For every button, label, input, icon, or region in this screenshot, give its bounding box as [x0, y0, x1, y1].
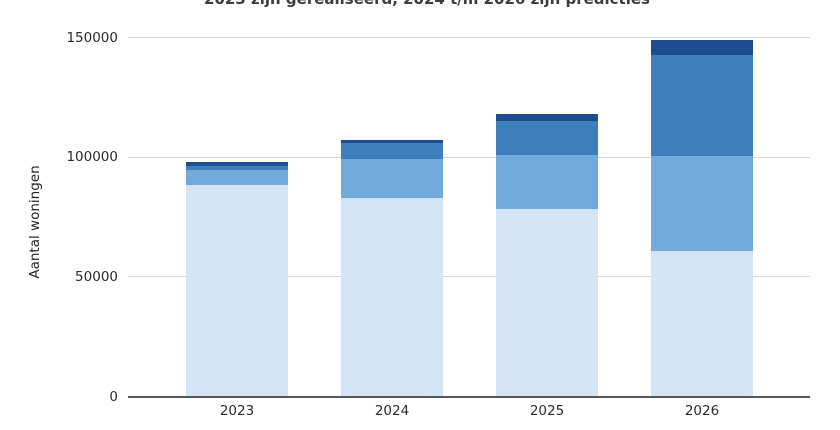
bar-2026-light-blue-segment: [651, 251, 753, 396]
bar-2026-navy-segment: [651, 39, 753, 55]
x-axis-line: [128, 396, 810, 398]
x-tick-label-2024: 2024: [374, 403, 410, 419]
bar-2025-dark-blue-segment: [496, 121, 598, 155]
bar-2023-medium-blue-segment: [186, 169, 288, 185]
bar-2025-medium-blue-segment: [496, 154, 598, 209]
bar-2026-dark-blue-segment: [651, 54, 753, 156]
chart-title: 2023 zijn gerealiseerd, 2024 t/m 2026 zi…: [204, 0, 650, 8]
x-tick-label-2023: 2023: [219, 403, 255, 419]
bar-2023-dark-blue-segment: [186, 165, 288, 170]
bar-2024-dark-blue-segment: [341, 142, 443, 159]
bar-2024-light-blue-segment: [341, 197, 443, 396]
x-tick-label-2026: 2026: [684, 403, 720, 419]
bar-2026-medium-blue-segment: [651, 155, 753, 252]
gridline-50000: [128, 276, 810, 277]
gridline-100000: [128, 156, 810, 158]
y-tick-label-0: 0: [109, 389, 118, 405]
bar-2023-light-blue-segment: [186, 184, 288, 396]
bar-2025-light-blue-segment: [496, 208, 598, 396]
bar-2024-navy-segment: [341, 139, 443, 143]
y-tick-label-50000: 50000: [75, 268, 118, 285]
gridline-150000: [128, 37, 810, 38]
bar-2025-navy-segment: [496, 114, 598, 122]
y-tick-label-150000: 150000: [66, 29, 118, 46]
y-tick-label-100000: 100000: [66, 149, 118, 165]
bar-2024-medium-blue-segment: [341, 158, 443, 198]
x-tick-label-2025: 2025: [529, 403, 565, 419]
bar-2023-navy-segment: [186, 161, 288, 166]
y-axis-title: Aantal woningen: [27, 165, 43, 279]
